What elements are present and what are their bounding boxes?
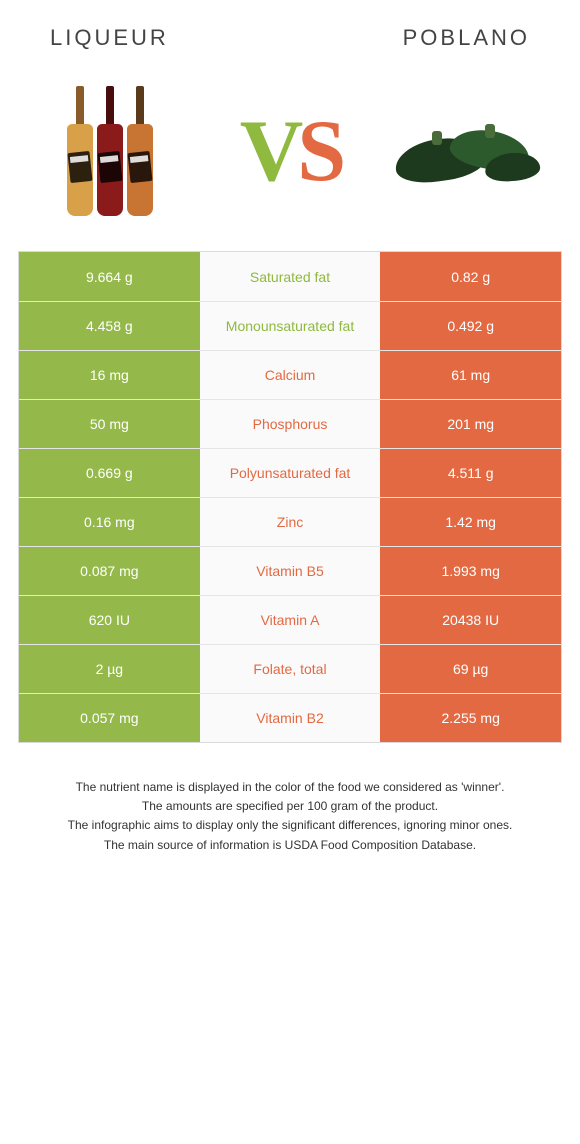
nutrient-label: Folate, total — [200, 645, 381, 693]
nutrient-label: Monounsaturated fat — [200, 302, 381, 350]
poblano-peppers-icon — [390, 111, 550, 191]
right-title: Poblano — [403, 25, 530, 51]
vs-label: VS — [240, 101, 341, 202]
left-value: 16 mg — [19, 351, 200, 399]
left-value: 620 IU — [19, 596, 200, 644]
table-row: 0.057 mgVitamin B22.255 mg — [19, 693, 561, 742]
right-value: 1.993 mg — [380, 547, 561, 595]
table-row: 50 mgPhosphorus201 mg — [19, 399, 561, 448]
table-row: 16 mgCalcium61 mg — [19, 350, 561, 399]
right-value: 0.82 g — [380, 252, 561, 301]
nutrient-label: Vitamin B5 — [200, 547, 381, 595]
images-row: VS — [0, 61, 580, 251]
right-value: 61 mg — [380, 351, 561, 399]
table-row: 0.087 mgVitamin B51.993 mg — [19, 546, 561, 595]
right-value: 2.255 mg — [380, 694, 561, 742]
vs-v: V — [240, 103, 298, 200]
table-row: 9.664 gSaturated fat0.82 g — [19, 252, 561, 301]
comparison-header: Liqueur Poblano — [0, 0, 580, 61]
nutrient-label: Zinc — [200, 498, 381, 546]
nutrient-label: Polyunsaturated fat — [200, 449, 381, 497]
table-row: 620 IUVitamin A20438 IU — [19, 595, 561, 644]
table-row: 2 µgFolate, total69 µg — [19, 644, 561, 693]
right-value: 20438 IU — [380, 596, 561, 644]
left-value: 2 µg — [19, 645, 200, 693]
left-value: 50 mg — [19, 400, 200, 448]
left-value: 4.458 g — [19, 302, 200, 350]
liqueur-bottles-icon — [67, 86, 153, 216]
left-image — [30, 71, 190, 231]
left-value: 0.057 mg — [19, 694, 200, 742]
footer-line-2: The amounts are specified per 100 gram o… — [25, 797, 555, 816]
nutrient-label: Saturated fat — [200, 252, 381, 301]
comparison-table: 9.664 gSaturated fat0.82 g4.458 gMonouns… — [18, 251, 562, 743]
nutrient-label: Phosphorus — [200, 400, 381, 448]
left-value: 0.669 g — [19, 449, 200, 497]
nutrient-label: Vitamin B2 — [200, 694, 381, 742]
table-row: 0.669 gPolyunsaturated fat4.511 g — [19, 448, 561, 497]
right-value: 69 µg — [380, 645, 561, 693]
left-value: 0.087 mg — [19, 547, 200, 595]
footer-line-3: The infographic aims to display only the… — [25, 816, 555, 835]
left-title: Liqueur — [50, 25, 169, 51]
nutrient-label: Calcium — [200, 351, 381, 399]
vs-s: S — [297, 103, 340, 200]
footer-notes: The nutrient name is displayed in the co… — [0, 768, 580, 895]
footer-line-4: The main source of information is USDA F… — [25, 836, 555, 855]
footer-line-1: The nutrient name is displayed in the co… — [25, 778, 555, 797]
left-value: 0.16 mg — [19, 498, 200, 546]
right-value: 1.42 mg — [380, 498, 561, 546]
right-value: 0.492 g — [380, 302, 561, 350]
table-row: 0.16 mgZinc1.42 mg — [19, 497, 561, 546]
table-row: 4.458 gMonounsaturated fat0.492 g — [19, 301, 561, 350]
right-value: 4.511 g — [380, 449, 561, 497]
right-value: 201 mg — [380, 400, 561, 448]
left-value: 9.664 g — [19, 252, 200, 301]
right-image — [390, 71, 550, 231]
nutrient-label: Vitamin A — [200, 596, 381, 644]
